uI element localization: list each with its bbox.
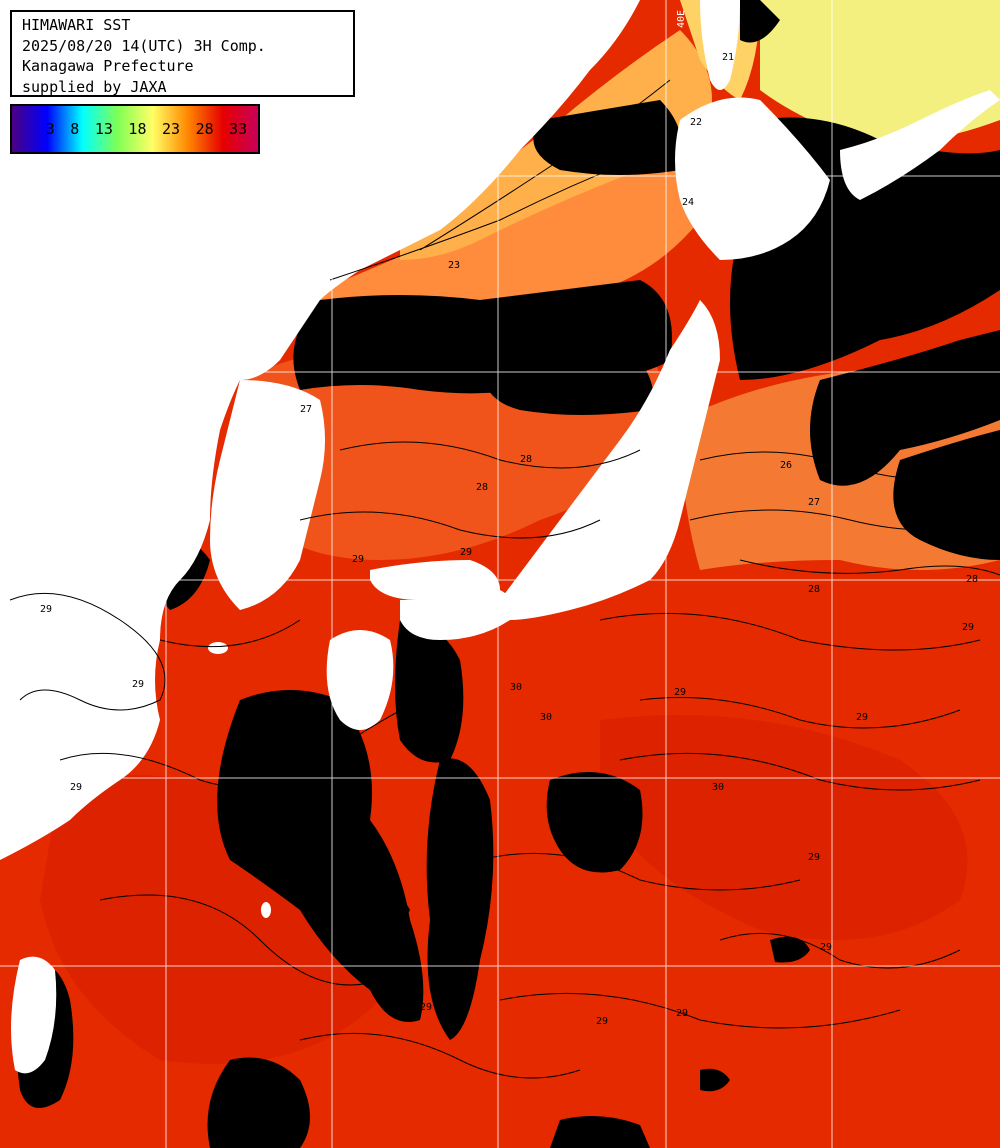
edge-label-group: 40E 35N [18,10,687,369]
product-title: HIMAWARI SST [22,16,131,34]
contour-label: 30 [712,782,724,793]
contour-label: 29 [820,942,832,953]
legend-tick: 3 [45,120,55,138]
contour-label: 24 [682,197,694,208]
legend-tick: 18 [128,120,147,138]
legend-tick: 23 [162,120,181,138]
contour-label: 28 [938,380,950,391]
contour-label: 29 [352,554,364,565]
contour-label: 23 [448,260,460,271]
contour-label: 29 [132,679,144,690]
credit-label: supplied by JAXA [22,77,167,96]
contour-label: 29 [596,1016,608,1027]
legend-tick: 28 [195,120,214,138]
legend-tick: 13 [94,120,113,138]
contour-label: 29 [460,547,472,558]
sst-contours [9,79,1000,1079]
title-box: HIMAWARI SST 2025/08/20 14(UTC) 3H Comp.… [10,10,355,97]
contour-label: 29 [808,852,820,863]
contour-label: 30 [246,706,258,717]
contour-label: 30 [510,682,522,693]
contour-label: 28 [808,584,820,595]
legend-tick: 33 [229,120,248,138]
legend-tick: 8 [70,120,80,138]
contour-label: 29 [420,1002,432,1013]
contour-label: 22 [690,117,702,128]
contour-label: 28 [476,482,488,493]
region-label: Kanagawa Prefecture [22,57,194,75]
edge-label: 40E [676,10,687,28]
cloud-cover [8,0,1000,1148]
contour-label: 29 [40,604,52,615]
timestamp-label: 2025/08/20 14(UTC) 3H Comp. [22,36,266,55]
contour-label: 29 [856,712,868,723]
color-scale-legend: 3 8 13 18 23 28 33 [10,104,260,154]
land [0,0,1000,1074]
contour-label: 29 [962,622,974,633]
contour-label: 28 [966,574,978,585]
contour-label: 27 [300,404,312,415]
edge-label: 35N [18,358,36,369]
okhotsk-cool-water [760,0,1000,143]
contour-label: 29 [674,687,686,698]
contour-label-group: 29 29 29 30 30 30 29 29 28 28 27 26 25 2… [40,52,978,1027]
contour-label: 26 [780,460,792,471]
contour-label: 21 [722,52,734,63]
warm-sea-patch [600,715,968,940]
contour-label: 25 [560,152,572,163]
contour-label: 27 [808,497,820,508]
contour-label: 28 [520,454,532,465]
contour-label: 29 [676,1008,688,1019]
contour-label: 29 [70,782,82,793]
contour-label: 30 [540,712,552,723]
